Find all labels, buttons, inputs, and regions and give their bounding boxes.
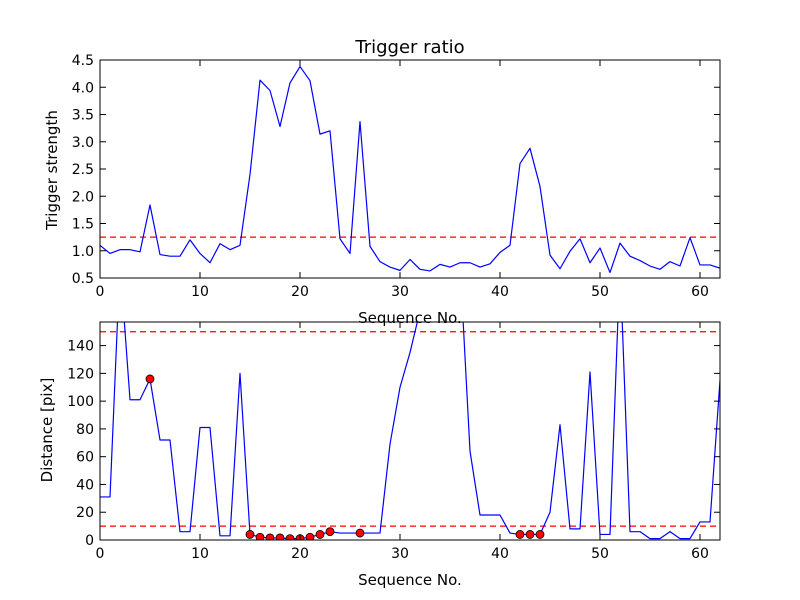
bottom-x-tick-label: 50 — [591, 546, 609, 562]
top-y-tick-label: 2.5 — [72, 162, 94, 178]
bottom-marker-point — [265, 533, 275, 540]
top-chart-title: Trigger ratio — [354, 37, 464, 58]
bottom-x-tick-label: 40 — [491, 546, 509, 562]
bottom-marker-point — [245, 530, 255, 539]
top-x-tick-label: 0 — [96, 284, 105, 300]
top-x-tick-label: 30 — [391, 284, 409, 300]
top-y-tick-label: 4.5 — [72, 53, 94, 69]
bottom-marker-point — [145, 374, 155, 384]
bottom-y-tick-label: 120 — [67, 366, 94, 382]
top-chart: 0 10 20 30 40 50 60 0.5 1.0 1.5 2.0 2.5 3.0 3.5 4.0 4.5 — [72, 53, 721, 300]
top-chart-xlabel: Sequence No. — [358, 309, 462, 327]
bottom-plot-area — [100, 322, 720, 540]
bottom-marker-point — [285, 534, 295, 540]
bottom-chart-xlabel: Sequence No. — [358, 571, 462, 589]
top-y-tick-label: 3.0 — [72, 135, 94, 151]
top-y-tick-label: 1.0 — [72, 244, 94, 260]
top-y-tick-label: 1.5 — [72, 217, 94, 233]
bottom-x-tick-label: 60 — [691, 546, 709, 562]
top-x-tick-label: 50 — [591, 284, 609, 300]
bottom-x-tick-label: 30 — [391, 546, 409, 562]
bottom-marker-point — [325, 527, 335, 537]
top-x-tick-label: 10 — [191, 284, 209, 300]
bottom-marker-point — [525, 530, 535, 539]
bottom-marker-point — [255, 532, 265, 540]
top-x-tick-label: 40 — [491, 284, 509, 300]
top-x-tick-label: 60 — [691, 284, 709, 300]
bottom-marker-point — [315, 530, 325, 539]
bottom-y-tick-label: 80 — [76, 422, 94, 438]
bottom-marker-point — [355, 528, 365, 538]
bottom-marker-point — [275, 533, 285, 540]
bottom-axes-frame — [99, 321, 721, 541]
bottom-y-tick-label: 140 — [67, 339, 94, 355]
bottom-y-tick-label: 20 — [76, 505, 94, 521]
bottom-x-tick-label: 10 — [191, 546, 209, 562]
top-series-line — [100, 65, 720, 274]
top-chart-ylabel: Trigger strength — [43, 110, 61, 231]
bottom-marker-point — [535, 530, 545, 539]
bottom-marker-point — [305, 532, 315, 540]
bottom-marker-point — [515, 530, 525, 539]
bottom-y-tick-label: 0 — [85, 533, 94, 549]
top-y-tick-label: 0.5 — [72, 271, 94, 287]
top-y-tick-label: 4.0 — [72, 80, 94, 96]
top-y-tick-label: 2.0 — [72, 189, 94, 205]
bottom-x-tick-label: 20 — [291, 546, 309, 562]
top-y-tick-label: 3.5 — [72, 108, 94, 124]
bottom-x-tick-label: 0 — [96, 546, 105, 562]
bottom-y-tick-label: 60 — [76, 450, 94, 466]
top-plot-area — [100, 65, 720, 274]
bottom-chart: 0 10 20 30 40 50 60 0 20 40 60 80 100 120 140 — [67, 321, 721, 562]
bottom-y-tick-label: 40 — [76, 477, 94, 493]
bottom-chart-ylabel: Distance [pix] — [38, 378, 56, 483]
bottom-series-line — [100, 322, 720, 540]
bottom-y-tick-label: 100 — [67, 394, 94, 410]
top-x-tick-label: 20 — [291, 284, 309, 300]
